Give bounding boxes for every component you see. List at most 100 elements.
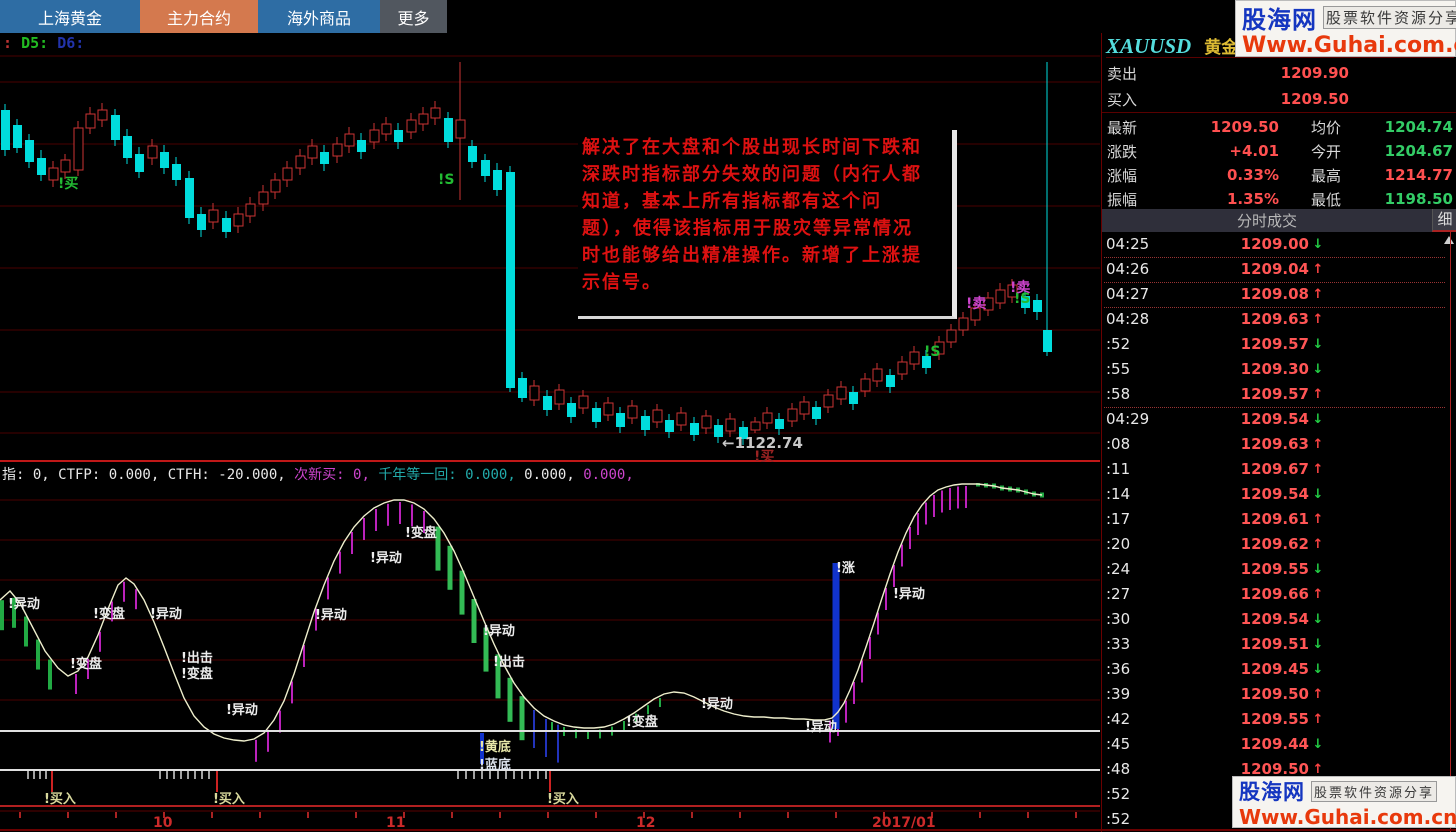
candle <box>394 130 403 142</box>
trade-row: :33 1209.51 ↓ <box>1102 632 1451 657</box>
text-segment: D6: <box>57 34 85 52</box>
buy-value: 1209.50 <box>1280 90 1349 108</box>
logo-site-name: 股海网 <box>1239 780 1305 804</box>
candle <box>48 167 59 181</box>
annotation-note-box: 解决了在大盘和个股出现长时间下跌和 深跌时指标部分失效的问题（内行人都 知道，基… <box>578 130 957 319</box>
trade-time: :55 <box>1106 360 1131 378</box>
sell-value: 1209.90 <box>1280 64 1349 82</box>
indicator-signal-label: !异动 <box>315 608 347 623</box>
trade-time: :17 <box>1106 510 1131 528</box>
indicator-signal-label: !变盘 <box>626 714 658 730</box>
text-segment: 指: 0, CTFP: 0.000, CTFH: -20.000, <box>2 467 295 483</box>
indicator-signal-label: !异动 <box>701 697 733 712</box>
trade-row: :14 1209.54 ↓ <box>1102 482 1451 507</box>
candle <box>97 109 108 121</box>
candle <box>725 418 736 432</box>
candle <box>799 401 810 415</box>
bottom-border-line <box>0 829 1456 831</box>
candle <box>406 119 417 133</box>
indicator-signal-label: !异动 <box>805 720 837 735</box>
amplitude-value: 1.35% <box>1226 190 1279 208</box>
down-arrow-icon: ↓ <box>1312 612 1324 627</box>
annotation-line: 知道，基本上所有指标都有这个问 <box>582 191 882 212</box>
trade-row: :30 1209.54 ↓ <box>1102 607 1451 632</box>
tab-shanghai-gold[interactable]: 上海黄金 <box>0 0 140 33</box>
symbol-code: XAUUSD <box>1106 34 1192 58</box>
trade-price: 1209.61 <box>1240 510 1309 528</box>
annotation-line: 时也能够给出精准操作。新增了上涨提 <box>582 245 922 266</box>
tab-more[interactable]: 更多 <box>380 0 447 33</box>
trade-row: :52 <box>1102 807 1451 832</box>
candle <box>60 159 71 173</box>
logo-url: Www.Guhai.com.cn <box>1239 805 1456 829</box>
trade-price: 1209.54 <box>1240 610 1309 628</box>
annotation-line: 示信号。 <box>582 272 662 293</box>
trade-row: 04:26 1209.04 ↑ <box>1102 257 1451 282</box>
trade-time: 04:28 <box>1106 310 1150 328</box>
annotation-line: 题），使得该指标用于股灾等异常情况 <box>582 218 913 239</box>
candle <box>554 389 565 405</box>
trade-time: :33 <box>1106 635 1131 653</box>
candle <box>665 420 674 432</box>
trade-row: :58 1209.57 ↑ <box>1102 382 1451 407</box>
latest-value: 1209.50 <box>1210 118 1279 136</box>
tape-group-separator <box>1104 307 1445 308</box>
candle <box>111 115 120 140</box>
indicator-signal-label: !变盘 <box>93 606 125 622</box>
indicator-signal-label: !变盘 <box>70 656 102 672</box>
up-arrow-icon: ↑ <box>1312 537 1324 552</box>
up-arrow-icon: ↑ <box>1312 512 1324 527</box>
tape-group-separator <box>1104 282 1445 283</box>
buy-label: 买入 <box>1107 90 1138 109</box>
candle <box>603 402 614 416</box>
candle <box>295 155 306 169</box>
tape-detail-tab[interactable]: 细 <box>1432 209 1456 232</box>
chart-signal-label: !S <box>1014 291 1030 307</box>
down-arrow-icon: ↓ <box>1312 562 1324 577</box>
change-pct-label: 涨幅 <box>1107 166 1138 185</box>
candle <box>481 160 490 176</box>
tab-overseas-commodities[interactable]: 海外商品 <box>258 0 380 33</box>
tape-group-separator <box>1104 257 1445 258</box>
trade-time: :08 <box>1106 435 1131 453</box>
candle <box>1007 284 1018 298</box>
trade-row: :39 1209.50 ↑ <box>1102 682 1451 707</box>
open-label: 今开 <box>1311 142 1342 161</box>
tab-main-contract[interactable]: 主力合约 <box>140 0 258 33</box>
trade-row: :11 1209.67 ↑ <box>1102 457 1451 482</box>
trade-price: 1209.45 <box>1240 660 1309 678</box>
up-arrow-icon: ↑ <box>1312 762 1324 777</box>
indicator-parameters-line: 指: 0, CTFP: 0.000, CTFH: -20.000, 次新买: 0… <box>2 464 634 483</box>
candle <box>506 172 515 388</box>
quote-row-buy: 买入 1209.50 <box>1102 86 1456 112</box>
text-segment: 次新买: 0, <box>294 467 379 483</box>
candle <box>172 164 181 180</box>
trade-time: :52 <box>1106 810 1131 828</box>
candle <box>357 140 366 152</box>
scroll-up-arrow-icon[interactable] <box>1444 236 1454 244</box>
trade-time: :36 <box>1106 660 1131 678</box>
low-label: 最低 <box>1311 190 1342 209</box>
buy-signal-label: !买入 <box>213 792 245 807</box>
trade-row: :36 1209.45 ↓ <box>1102 657 1451 682</box>
date-axis-label: 11 <box>386 815 405 831</box>
trade-price: 1209.08 <box>1240 285 1309 303</box>
candle <box>222 218 231 232</box>
change-value: +4.01 <box>1229 142 1279 160</box>
indicator-signal-label: !黄底 <box>479 739 511 755</box>
avg-label: 均价 <box>1311 118 1342 137</box>
indicator-signal-label: !出击 <box>493 654 525 670</box>
trade-row: 04:29 1209.54 ↓ <box>1102 407 1451 432</box>
tape-title: 分时成交 <box>1236 212 1297 230</box>
time-and-sales-list[interactable]: 04:25 1209.00 ↓ 04:26 1209.04 ↑ 04:27 1209.08 ↑ 0… <box>1102 232 1451 832</box>
indicator-signal-label: !异动 <box>893 587 925 602</box>
candle <box>567 403 576 417</box>
candle <box>135 154 144 172</box>
trade-price: 1209.62 <box>1240 535 1309 553</box>
guhai-watermark-logo: 股海网 股票软件资源分享 Www.Guhai.com.cn <box>1232 776 1456 828</box>
up-arrow-icon: ↑ <box>1312 687 1324 702</box>
trade-time: 04:25 <box>1106 235 1150 253</box>
trade-price: 1209.63 <box>1240 310 1309 328</box>
